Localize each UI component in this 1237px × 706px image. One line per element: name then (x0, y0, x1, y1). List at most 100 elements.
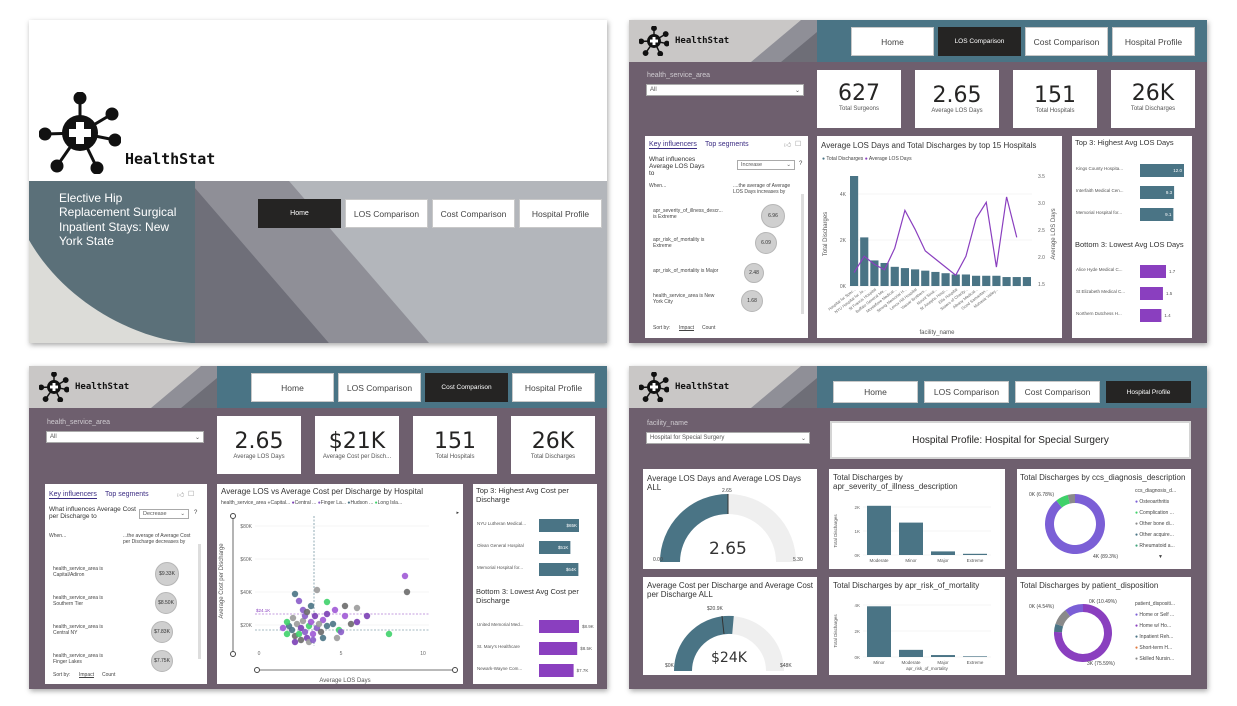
scatter-point (353, 604, 361, 612)
cost-comparison-panel: HealthStat Home LOS Comparison Cost Comp… (29, 366, 607, 689)
risk-bars: 4K 2K 0K Minor Moderate Major Extreme Total Dis… (833, 603, 991, 671)
scatter-point (307, 618, 315, 626)
rank-bar (539, 519, 579, 532)
tab-top-segments[interactable]: Top segments (705, 141, 749, 148)
facility-name-slicer[interactable]: Hospital for Special Surgery ⌄ (646, 432, 810, 444)
scrollbar[interactable] (801, 194, 804, 314)
slicer-value: Hospital for Special Surgery (650, 435, 725, 441)
ki-row[interactable]: apr_risk_of_mortality is Major (653, 268, 719, 274)
kpi-total-discharges: 26K Total Discharges (1111, 70, 1195, 128)
legend-item: ● Osteoarthritis (1135, 499, 1170, 505)
ki-row[interactable]: health_service_area is Central NY (53, 624, 104, 636)
rank-label: Olean General Hospital (477, 543, 524, 548)
scatter-point (323, 598, 331, 606)
x-tick-label: 10 (420, 651, 426, 657)
key-influencers-visual: Key influencers Top segments 👍︎ ☐ What i… (45, 484, 207, 684)
los-comparison-button[interactable]: LOS Comparison (338, 373, 421, 402)
health-service-area-slicer[interactable]: All ⌄ (46, 431, 204, 443)
hospital-profile-button[interactable]: Hospital Profile (519, 199, 602, 228)
y-tick-label: 4K (854, 603, 860, 608)
diagnosis-donut (1045, 494, 1105, 554)
comment-icon[interactable]: ☐ (795, 141, 802, 148)
ki-direction-dropdown[interactable]: Decrease ⌄ (139, 509, 189, 519)
ki-row[interactable]: apr_severity_of_illness_descr... is Extr… (653, 208, 723, 220)
slider-handle (230, 651, 236, 657)
cost-comparison-button[interactable]: Cost Comparison (1025, 27, 1108, 56)
x-tick-label: Major (937, 660, 949, 665)
ki-row[interactable]: health_service_area is Capital/Adiron (53, 566, 104, 578)
legend-item: ● Home or Self ... (1135, 612, 1175, 618)
scrollbar[interactable] (198, 544, 201, 659)
rank-bar (1140, 186, 1175, 199)
chevron-down-icon: ⌄ (800, 435, 806, 442)
ki-bubble: $7.83K (151, 621, 173, 643)
los-comparison-button[interactable]: LOS Comparison (924, 381, 1009, 403)
scatter-point (279, 624, 287, 632)
home-button[interactable]: Home (258, 199, 341, 228)
bottom3-title: Bottom 3: Lowest Avg LOS Days (1075, 240, 1184, 249)
home-button[interactable]: Home (851, 27, 934, 56)
cost-gauge-card: Average Cost per Discharge and Average C… (643, 577, 817, 675)
ki-question: What influences Average LOS Days to (649, 156, 705, 178)
donut-slice (1056, 494, 1070, 508)
profile-title-box: Hospital Profile: Hospital for Special S… (830, 421, 1191, 459)
slicer-label: health_service_area (47, 419, 111, 426)
rank-label: United Memorial Med... (477, 622, 524, 627)
rank-label: St. Mary's Healthcare (477, 644, 520, 649)
chart-title: Average Cost per Discharge and Average C… (647, 581, 814, 600)
home-button[interactable]: Home (251, 373, 334, 402)
help-icon[interactable]: ? (799, 161, 803, 167)
slider-handle (452, 667, 458, 673)
sort-impact[interactable]: Impact (679, 325, 695, 331)
help-icon[interactable]: ? (194, 510, 198, 516)
sort-count[interactable]: Count (102, 672, 116, 678)
hospital-profile-button[interactable]: Hospital Profile (512, 373, 595, 402)
scatter-point (309, 636, 317, 644)
ki-col-when: When... (649, 183, 667, 189)
hospital-profile-button[interactable]: Hospital Profile (1112, 27, 1195, 56)
comment-icon[interactable]: ☐ (188, 491, 195, 498)
cost-comparison-button[interactable]: Cost Comparison (1015, 381, 1100, 403)
hospital-profile-button[interactable]: Hospital Profile (1106, 381, 1191, 403)
slider-handle (230, 513, 236, 519)
los-comparison-button[interactable]: LOS Comparison (938, 27, 1021, 56)
tab-key-influencers[interactable]: Key influencers (49, 491, 97, 499)
chevron-down-icon[interactable]: ▼ (1158, 554, 1163, 560)
bar (951, 274, 960, 286)
tab-key-influencers[interactable]: Key influencers (649, 141, 697, 149)
sort-count[interactable]: Count (702, 325, 716, 331)
y-tick-label: $60K (240, 557, 252, 563)
like-icon[interactable]: 👍︎ (177, 492, 185, 499)
ki-row[interactable]: health_service_area is Finger Lakes (53, 653, 104, 665)
rank-label: Northern Dutchess H... (1076, 311, 1122, 316)
y-tick-label: 0K (840, 284, 847, 290)
ki-row[interactable]: apr_risk_of_mortality is Extreme (653, 237, 705, 249)
gauge-min: 0.00 (653, 557, 663, 563)
like-icon[interactable]: 👍︎ (784, 142, 792, 149)
ki-row[interactable]: health_service_area is New York City (653, 293, 715, 305)
scatter-point (313, 586, 321, 594)
home-button[interactable]: Home (833, 381, 918, 403)
los-line (853, 196, 1018, 277)
cost-comparison-button[interactable]: Cost Comparison (432, 199, 515, 228)
scatter-point (337, 628, 345, 636)
legend-item: ● Skilled Nursin... (1135, 656, 1175, 662)
ki-row[interactable]: health_service_area is Southern Tier (53, 595, 104, 607)
ki-direction-dropdown[interactable]: Increase ⌄ (737, 160, 795, 170)
scatter-point (333, 634, 341, 642)
donut-slice (1045, 494, 1105, 554)
rank-value: $8.5K (580, 646, 592, 651)
health-service-area-slicer[interactable]: All ⌄ (646, 84, 804, 96)
legend-item: ● Rheumatoid a... (1135, 543, 1175, 549)
brand-name: HealthStat (75, 382, 130, 392)
cost-comparison-button[interactable]: Cost Comparison (425, 373, 508, 402)
sort-impact[interactable]: Impact (79, 672, 95, 678)
scatter-plot: ▸ $80K $60K $40K $20K 0 5 10 $24.1K Average Cost … (219, 510, 459, 684)
healthstat-logo-icon (39, 92, 121, 174)
donut-slice (1065, 604, 1083, 617)
key-influencers-visual: Key influencers Top segments 👍︎ ☐ What i… (645, 136, 808, 338)
y2-tick-label: 2.0 (1038, 255, 1045, 261)
tab-top-segments[interactable]: Top segments (105, 491, 149, 498)
los-comparison-button[interactable]: LOS Comparison (345, 199, 428, 228)
gauge-target: 2.65 (722, 488, 732, 494)
